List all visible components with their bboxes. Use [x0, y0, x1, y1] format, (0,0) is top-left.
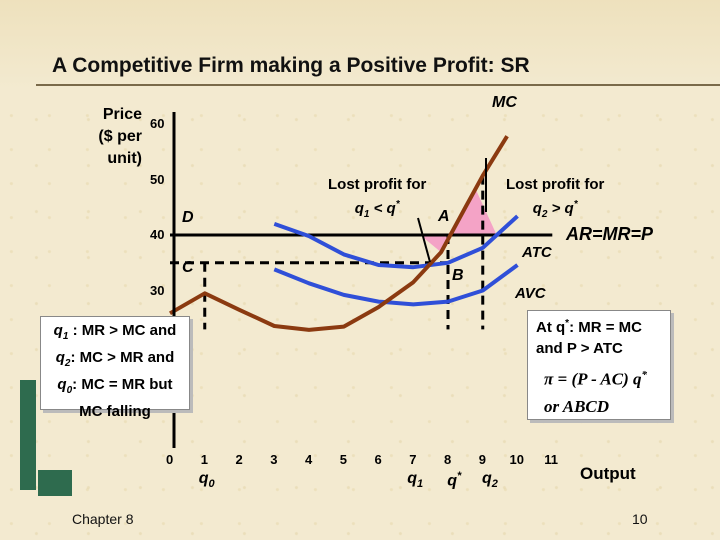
q0-label: q0 [198, 470, 215, 491]
chapter-label: Chapter 8 [72, 511, 134, 527]
profit-condition-text: At q*: MR = MC and P > ATC [528, 311, 670, 359]
x-tick-label: 6 [374, 452, 382, 467]
qstar-label: q* [447, 470, 462, 490]
x-tick-label: 4 [305, 452, 313, 467]
annotation-line: q1 < q* [354, 199, 400, 220]
x-tick-label: 9 [478, 452, 486, 467]
y-axis-label: Price ($ per unit) [98, 104, 142, 170]
point-label-a: A [438, 208, 450, 225]
condition-line: q1 : MR > MC and [53, 322, 177, 342]
x-axis-label: Output [580, 464, 636, 483]
profit-condition-box: At q*: MR = MC and P > ATC π = (P - AC) … [527, 310, 671, 420]
decor-bar [20, 380, 36, 490]
x-tick-label: 11 [544, 452, 558, 467]
mc-label: MC [492, 94, 517, 111]
q1-label: q1 [407, 470, 424, 491]
demand-label: AR=MR=P [566, 224, 654, 244]
x-tick-label: 8 [444, 452, 452, 467]
x-tick-label: 0 [166, 452, 174, 467]
annotation-line: Lost profit for [506, 176, 605, 193]
decor-square [38, 470, 72, 496]
y-axis-label-line: ($ per [98, 128, 142, 145]
y-tick-label: 40 [150, 227, 165, 242]
atc-label: ATC [522, 244, 552, 261]
lost-profit-region-left [420, 235, 448, 253]
annotation-line: q2 > q* [532, 199, 578, 220]
point-label-c: C [182, 259, 194, 276]
avc-label: AVC [515, 285, 546, 302]
x-tick-label: 5 [339, 452, 347, 467]
lost-profit-annotation-right: Lost profit for q2 > q* [506, 175, 604, 225]
page-number: 10 [632, 511, 648, 527]
mc-curve [169, 135, 509, 332]
y-tick-label: 60 [150, 116, 165, 131]
y-axis-label-line: Price [102, 106, 142, 123]
condition-line: q0: MC = MR but [57, 376, 173, 396]
conditions-box: q1 : MR > MC and q2: MC > MR and q0: MC … [40, 316, 190, 420]
condition-line: MC falling [79, 403, 151, 420]
x-tick-label: 7 [409, 452, 417, 467]
point-label-b: B [452, 267, 464, 284]
lost-profit-region-right [448, 189, 497, 235]
title-rule [36, 84, 720, 86]
annotation-arrow-left [417, 217, 431, 263]
y-axis-label-line: unit) [107, 150, 142, 167]
conditions-text: q1 : MR > MC and q2: MC > MR and q0: MC … [41, 317, 189, 422]
lost-profit-annotation-left: Lost profit for q1 < q* [328, 175, 426, 225]
x-tick-label: 10 [509, 452, 524, 467]
point-label-d: D [182, 209, 194, 226]
slide-title: A Competitive Firm making a Positive Pro… [52, 54, 530, 77]
profit-formula: π = (P - AC) q* [544, 369, 648, 389]
x-tick-label: 3 [270, 452, 278, 467]
avc-curve [273, 263, 519, 307]
profit-condition-line: and P > ATC [536, 340, 623, 357]
condition-line: q2: MC > MR and [55, 349, 175, 369]
annotation-line: Lost profit for [328, 176, 427, 193]
title-bar [0, 0, 720, 90]
x-tick-label: 2 [235, 452, 243, 467]
x-tick-label: 1 [200, 452, 208, 467]
q2-label: q2 [481, 470, 498, 491]
profit-condition-line: At q*: MR = MC [536, 318, 642, 336]
y-tick-label: 50 [150, 171, 165, 187]
atc-curve [273, 214, 519, 270]
profit-formula-abcd: or ABCD [544, 397, 610, 416]
y-tick-label: 30 [150, 282, 165, 298]
